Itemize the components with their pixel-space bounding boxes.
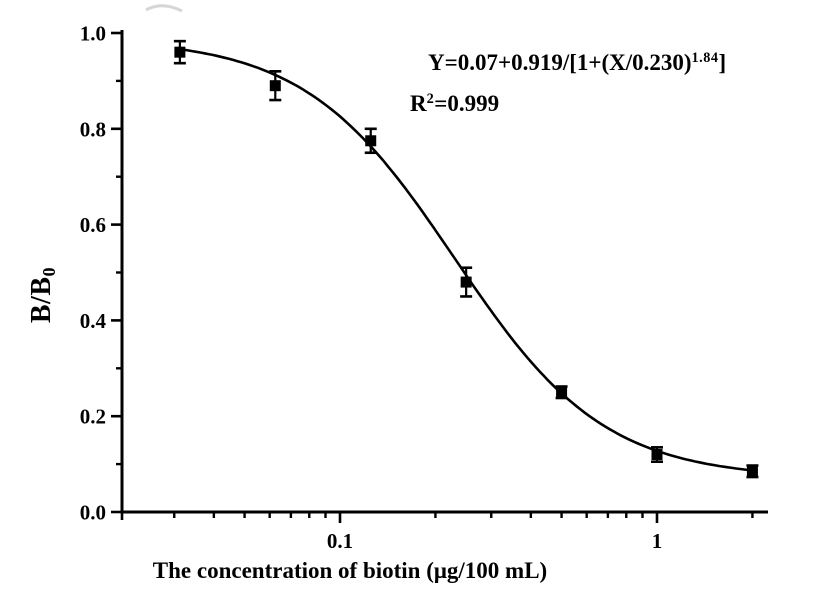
y-tick-label: 0.4 <box>80 309 107 333</box>
x-tick-label: 0.1 <box>327 529 353 553</box>
data-point-marker <box>174 46 186 58</box>
r-squared-exponent: 2 <box>426 91 435 108</box>
fit-equation-block: Y=0.07+0.919/[1+(X/0.230)1.84] R2=0.999 <box>410 44 726 126</box>
x-axis-title: The concentration of biotin (μg/100 mL) <box>152 558 548 583</box>
print-artifact <box>145 4 183 13</box>
x-tick-label: 1 <box>652 529 663 553</box>
equation-close-bracket: ] <box>718 50 727 75</box>
data-point-marker <box>556 386 568 398</box>
r-squared-line: R2=0.999 <box>410 85 726 126</box>
data-point-marker <box>365 135 377 147</box>
equation-exponent: 1.84 <box>691 50 719 67</box>
y-axis-title-subscript: 0 <box>39 266 60 277</box>
r-squared-value: =0.999 <box>434 91 500 116</box>
y-axis-title: B/B0 <box>26 266 60 324</box>
fit-equation-line: Y=0.07+0.919/[1+(X/0.230)1.84] <box>410 44 726 85</box>
equation-main-text: Y=0.07+0.919/[1+(X/0.230) <box>428 50 692 75</box>
y-tick-label: 1.0 <box>80 22 106 46</box>
y-tick-label: 0.2 <box>80 405 106 429</box>
r-squared-base: R <box>410 91 427 116</box>
y-axis-title-text: B/B <box>26 276 57 324</box>
y-tick-label: 0.8 <box>80 117 106 141</box>
data-point-marker <box>651 449 663 461</box>
data-point-marker <box>746 465 758 477</box>
data-point-marker <box>460 276 472 288</box>
data-point-marker <box>269 80 281 92</box>
y-tick-label: 0.6 <box>80 213 106 237</box>
y-tick-label: 0.0 <box>80 501 106 525</box>
